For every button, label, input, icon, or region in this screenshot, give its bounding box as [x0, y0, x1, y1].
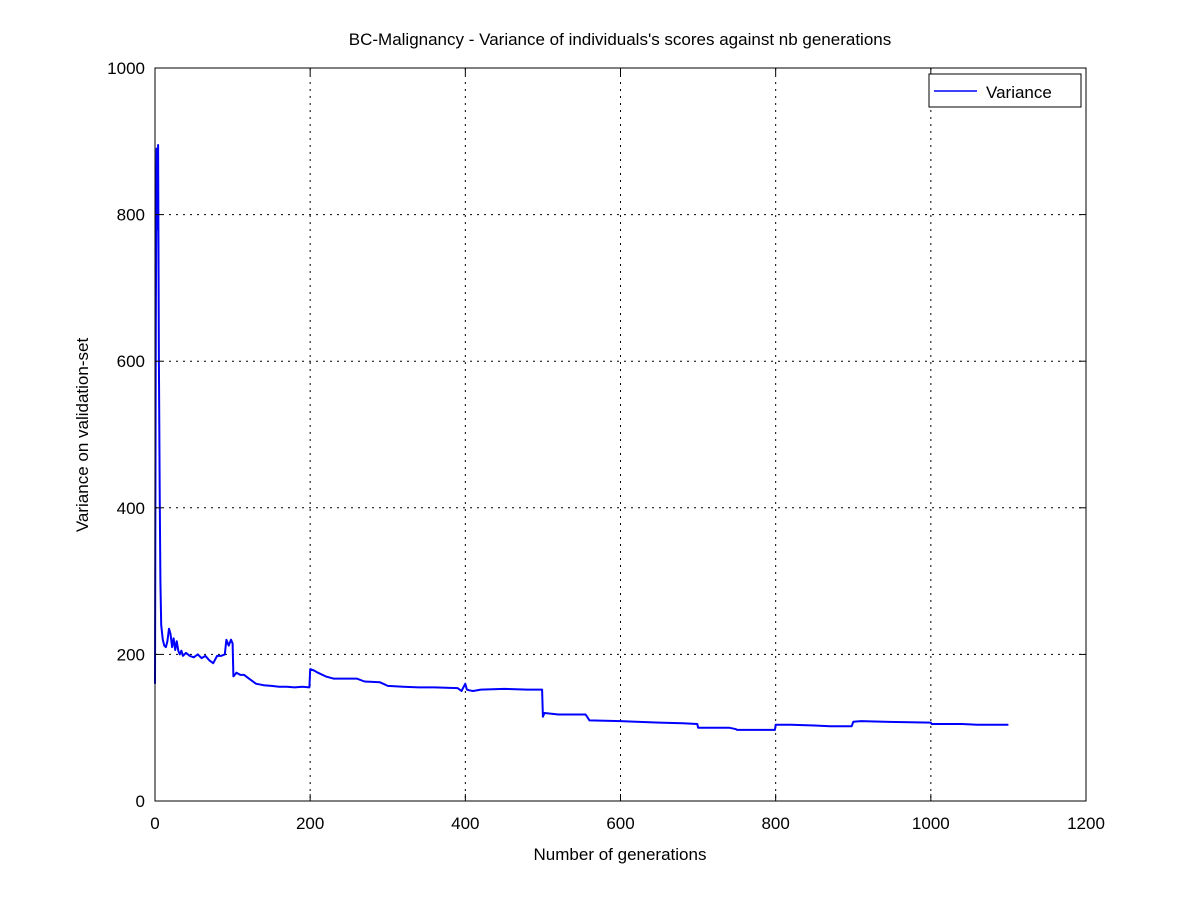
y-tick-label: 0	[136, 792, 145, 811]
y-axis-label: Variance on validation-set	[73, 338, 92, 533]
series-line-variance	[154, 144, 1009, 731]
ticks: 0 200 400 600 800 1000 1200 0 200 400 600 800 1000	[107, 59, 1105, 833]
y-tick-label: 800	[117, 206, 145, 225]
series-layer	[154, 144, 1009, 731]
x-tick-label: 600	[606, 814, 634, 833]
x-tick-label: 0	[150, 814, 159, 833]
y-tick-label: 1000	[107, 59, 145, 78]
x-tick-label: 200	[296, 814, 324, 833]
x-tick-label: 1000	[912, 814, 950, 833]
chart-title: BC-Malignancy - Variance of individuals'…	[349, 30, 892, 49]
y-tick-label: 400	[117, 499, 145, 518]
x-axis-label: Number of generations	[534, 845, 707, 864]
x-tick-label: 800	[761, 814, 789, 833]
legend-label: Variance	[986, 83, 1052, 102]
x-tick-label: 1200	[1067, 814, 1105, 833]
y-tick-label: 600	[117, 352, 145, 371]
y-tick-label: 200	[117, 645, 145, 664]
x-tick-label: 400	[451, 814, 479, 833]
legend: Variance	[928, 73, 1082, 108]
